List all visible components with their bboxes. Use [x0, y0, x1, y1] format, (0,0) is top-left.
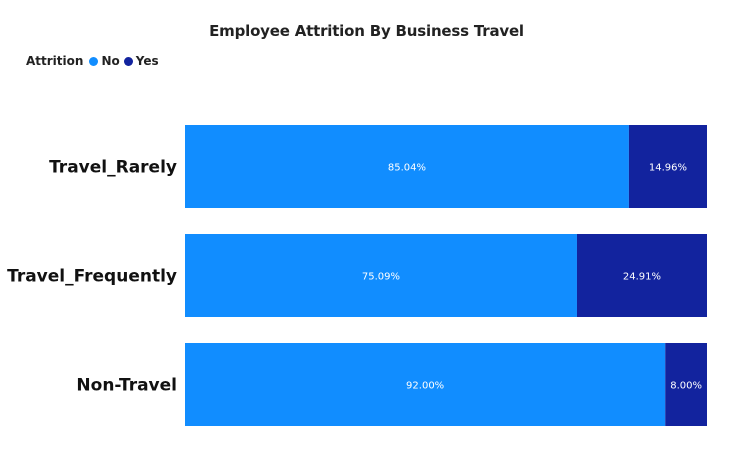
- bar-non-travel-no[interactable]: [185, 343, 666, 426]
- category-label-non-travel: Non-Travel: [76, 376, 177, 396]
- legend-title: Attrition: [26, 54, 84, 68]
- data-label-non-travel-yes: 8.00%: [670, 381, 702, 392]
- data-label-travel-rarely-no: 85.04%: [388, 163, 426, 174]
- legend-item-yes[interactable]: Yes: [123, 54, 159, 68]
- data-label-travel-frequently-no: 75.09%: [362, 272, 400, 283]
- legend-item-no[interactable]: No: [89, 54, 120, 68]
- bar-travel-frequently-no[interactable]: [185, 234, 577, 317]
- legend-label-no: No: [101, 54, 120, 68]
- chart-title: Employee Attrition By Business Travel: [209, 22, 524, 40]
- legend-dot-no-icon: [89, 56, 99, 66]
- data-label-travel-frequently-yes: 24.91%: [623, 272, 661, 283]
- data-label-non-travel-no: 92.00%: [406, 381, 444, 392]
- category-label-travel-frequently: Travel_Frequently: [7, 267, 177, 287]
- legend-label-yes: Yes: [135, 54, 159, 68]
- bar-travel-rarely-yes[interactable]: [628, 125, 707, 208]
- bar-travel-rarely-no[interactable]: [185, 125, 629, 208]
- category-label-travel-rarely: Travel_Rarely: [49, 158, 177, 178]
- legend: Attrition No Yes: [26, 53, 163, 69]
- bar-non-travel-yes[interactable]: [665, 343, 707, 426]
- bar-travel-frequently-yes[interactable]: [576, 234, 707, 317]
- legend-dot-yes-icon: [123, 56, 133, 66]
- data-label-travel-rarely-yes: 14.96%: [649, 163, 687, 174]
